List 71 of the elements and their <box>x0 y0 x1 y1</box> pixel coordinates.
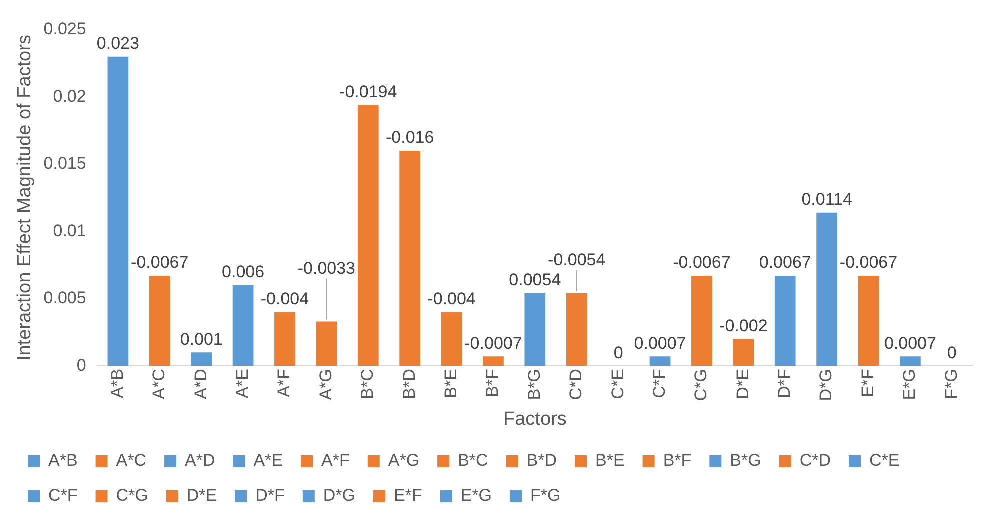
annotation: -0.0067 <box>840 253 898 272</box>
x-tick-label: B*C <box>358 369 378 400</box>
legend-label: A*C <box>116 451 147 470</box>
legend-label: D*E <box>186 486 218 506</box>
y-tick-label: 0.015 <box>44 154 86 174</box>
legend-label: C*G <box>116 486 148 506</box>
annotation: -0.0054 <box>548 250 606 270</box>
x-tick-label: C*E <box>608 369 628 400</box>
x-tick-label: B*D <box>400 369 419 400</box>
legend-label: A*E <box>254 451 284 470</box>
legend-label: B*G <box>730 451 762 470</box>
legend-label: A*F <box>322 451 350 470</box>
annotation: 0.006 <box>222 262 265 282</box>
legend-label: D*F <box>256 486 285 506</box>
annotation: 0.023 <box>96 34 140 54</box>
x-axis-title: Factors <box>503 408 567 430</box>
annotation: -0.0067 <box>131 253 189 272</box>
x-tick-label: B*F <box>483 369 502 398</box>
annotation: -0.002 <box>720 316 768 336</box>
x-tick-label: A*F <box>274 369 294 398</box>
annotation: 0 <box>947 343 957 362</box>
legend-label: B*C <box>458 451 488 470</box>
x-tick-label: A*B <box>108 369 127 398</box>
x-tick-label: C*D <box>566 369 586 400</box>
x-tick-label: B*G <box>524 369 544 400</box>
x-tick-label: F*G <box>942 369 961 400</box>
legend-label: B*E <box>596 451 625 470</box>
annotation: 0.0067 <box>759 253 812 272</box>
annotation: -0.0067 <box>673 253 731 272</box>
annotation: -0.0194 <box>340 82 398 102</box>
x-tick-label: D*E <box>733 369 752 400</box>
annotation: -0.004 <box>428 290 476 308</box>
legend-label: C*D <box>800 451 832 470</box>
annotation: -0.004 <box>260 290 310 308</box>
legend-label: C*E <box>870 451 900 470</box>
annotation: 0 <box>614 343 624 362</box>
annotation: 0.0007 <box>884 334 936 353</box>
x-tick-label: D*G <box>816 369 836 402</box>
x-tick-label: A*G <box>316 369 336 400</box>
legend-label: D*G <box>323 486 356 506</box>
x-tick-label: B*E <box>441 369 460 398</box>
legend-label: A*D <box>185 451 216 470</box>
y-axis-title: Interaction Effect Magnitude of Factors <box>14 35 36 362</box>
legend-label: A*G <box>388 451 420 470</box>
annotation: 0.0054 <box>509 270 562 290</box>
x-tick-label: D*F <box>775 369 794 398</box>
x-tick-label: C*G <box>692 369 711 402</box>
annotation: -0.0007 <box>464 334 522 353</box>
x-tick-label: E*G <box>900 369 920 400</box>
legend-label: A*B <box>48 451 78 470</box>
annotation: -0.016 <box>386 128 434 148</box>
x-tick-label: E*F <box>858 369 878 398</box>
y-tick-label: 0 <box>76 356 86 375</box>
x-tick-label: A*D <box>191 369 210 400</box>
annotation: 0.0007 <box>634 334 686 353</box>
legend-label: B*D <box>526 451 558 470</box>
annotation: 0.001 <box>180 330 223 349</box>
y-tick-label: 0.025 <box>44 20 86 39</box>
y-tick-label: 0.02 <box>53 86 86 106</box>
legend-label: B*F <box>663 451 692 470</box>
annotation: -0.0033 <box>298 258 356 278</box>
legend-label: C*F <box>48 486 78 506</box>
y-tick-label: 0.005 <box>44 288 86 308</box>
y-tick-label: 0.01 <box>53 221 86 240</box>
legend-label: E*G <box>460 486 492 506</box>
x-tick-label: A*C <box>150 369 169 400</box>
x-tick-label: C*F <box>650 369 669 398</box>
annotation: 0.0114 <box>802 190 852 210</box>
legend-label: F*G <box>530 486 561 506</box>
legend-label: E*F <box>394 486 422 506</box>
x-tick-label: A*E <box>232 369 252 398</box>
